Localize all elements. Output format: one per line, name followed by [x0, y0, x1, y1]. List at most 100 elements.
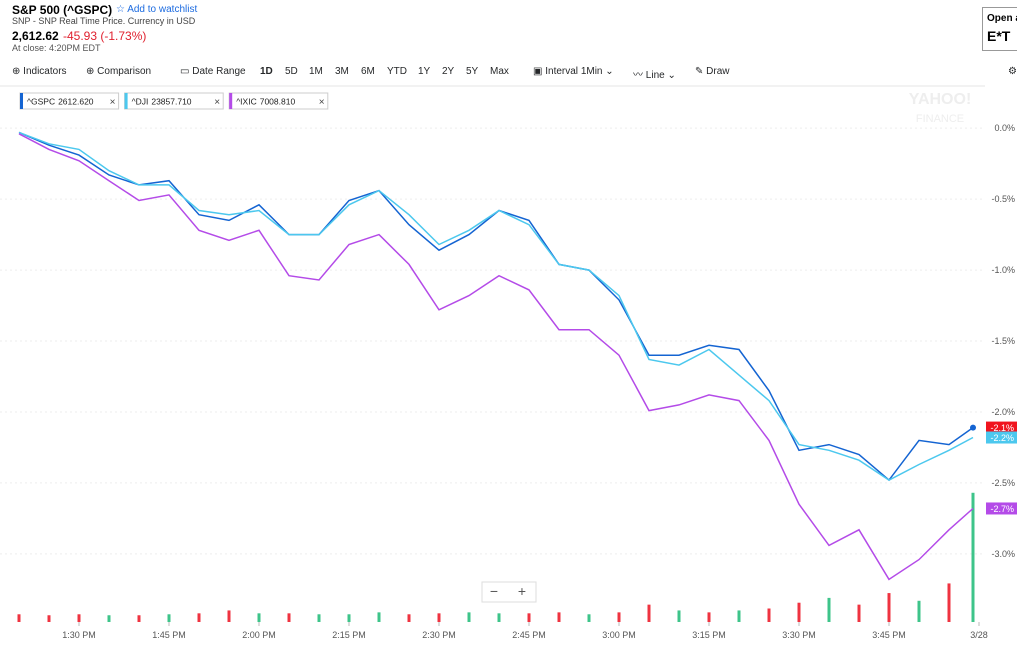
y-tick-label: -1.5% — [991, 336, 1015, 346]
chip-quote: 7008.810 — [260, 97, 296, 107]
line-btn[interactable]: 〰 Line ⌄ — [633, 70, 676, 81]
chip-quote: 2612.620 — [58, 97, 94, 107]
volume-bar — [707, 612, 711, 622]
series-line — [18, 131, 974, 481]
volume-bar — [857, 604, 861, 622]
zoom-out[interactable]: − — [490, 583, 498, 599]
range-btn[interactable]: 6M — [361, 66, 375, 77]
settings-btn[interactable]: ⚙ — [1008, 66, 1017, 77]
volume-bar — [377, 612, 381, 622]
x-tick-label: 1:45 PM — [152, 630, 186, 640]
change: -45.93 (-1.73%) — [63, 29, 147, 43]
end-label: -2.7% — [990, 504, 1014, 514]
x-tick-label: 3:00 PM — [602, 630, 636, 640]
btn-text[interactable]: Date Range — [192, 66, 246, 77]
volume-bar — [347, 614, 351, 622]
comparison-btn[interactable]: ⊕ Comparison — [86, 66, 152, 77]
chip-name: ^IXIC — [236, 97, 257, 107]
draw-btn[interactable]: ✎ Draw — [695, 66, 730, 77]
range-btn[interactable]: 1Y — [418, 66, 431, 77]
y-tick-label: -1.0% — [991, 265, 1015, 275]
volume-bar — [287, 613, 291, 622]
watchlist-text[interactable]: Add to watchlist — [127, 4, 198, 15]
comparison-chip[interactable]: ^GSPC 2612.620 × — [19, 92, 120, 110]
btn-text[interactable]: Interval — [545, 66, 579, 77]
range-btn[interactable]: 1D — [260, 66, 273, 77]
indicators-btn[interactable]: ⊕ Indicators — [12, 66, 67, 77]
volume-bar — [17, 614, 21, 622]
range-btn[interactable]: YTD — [387, 66, 407, 77]
x-tick-label: 2:00 PM — [242, 630, 276, 640]
volume-bar — [77, 614, 81, 622]
chip-quote: 23857.710 — [151, 97, 191, 107]
btn-text[interactable]: Comparison — [97, 66, 152, 77]
range-btn[interactable]: 3M — [335, 66, 349, 77]
chip-name: ^DJI — [132, 97, 149, 107]
end-label-bg — [986, 502, 1017, 515]
x-tick-label: 3:15 PM — [692, 630, 726, 640]
volume-bar — [257, 613, 261, 622]
interval-btn[interactable]: ▣ Interval 1Min ⌄ — [533, 66, 614, 77]
volume-bar — [467, 612, 471, 622]
x-tick-label: 3:45 PM — [872, 630, 906, 640]
volume-bar — [527, 613, 531, 622]
volume-bar — [437, 613, 441, 622]
x-tick-label: 2:30 PM — [422, 630, 456, 640]
range-btn[interactable]: 5Y — [466, 66, 479, 77]
end-label: -2.1% — [990, 423, 1014, 433]
x-tick-label: 3:30 PM — [782, 630, 816, 640]
btn-text[interactable]: Indicators — [23, 66, 67, 77]
btn-text[interactable]: Draw — [706, 66, 730, 77]
watermark: YAHOO! — [909, 91, 972, 108]
close-time: At close: 4:20PM EDT — [12, 43, 101, 53]
volume-bar — [971, 492, 975, 622]
range-btn[interactable]: 1M — [309, 66, 323, 77]
y-tick-label: -3.0% — [991, 549, 1015, 559]
volume-bar — [557, 612, 561, 622]
add-watchlist[interactable]: ☆ Add to watchlist — [116, 4, 198, 15]
volume-bar — [227, 610, 231, 622]
chip-color — [20, 93, 23, 109]
volume-bar — [647, 604, 651, 622]
chip-label: ^IXIC 7008.810 — [236, 97, 295, 107]
comparison-chip[interactable]: ^IXIC 7008.810 × — [228, 92, 329, 110]
volume-bar — [887, 593, 891, 622]
ad-text[interactable]: Open a — [987, 13, 1017, 24]
end-marker — [970, 424, 976, 431]
volume-bar — [47, 615, 51, 622]
y-tick-label: 0.0% — [994, 123, 1015, 133]
ad-logo[interactable]: E*T — [987, 28, 1011, 44]
volume-bar — [407, 614, 411, 622]
chip-close: × — [110, 97, 116, 108]
volume-bar — [827, 597, 831, 622]
ad-box[interactable]: Open a E*T — [982, 7, 1017, 51]
volume-bar — [497, 613, 501, 622]
subtitle: SNP - SNP Real Time Price. Currency in U… — [12, 16, 196, 26]
volume-bar — [947, 583, 951, 622]
volume-bar — [677, 610, 681, 622]
date-range-btn[interactable]: ▭ Date Range — [180, 66, 246, 77]
title: S&P 500 (^GSPC) — [12, 3, 113, 17]
chip-label: ^GSPC 2612.620 — [27, 97, 94, 107]
btn-text[interactable]: Line — [645, 70, 665, 81]
volume-bar — [587, 614, 591, 622]
btn-text[interactable]: 1Min — [580, 66, 603, 77]
chip-label: ^DJI 23857.710 — [132, 97, 192, 107]
volume-bar — [617, 612, 621, 622]
volume-bar — [767, 608, 771, 622]
x-tick-label: 3/28 — [970, 630, 988, 640]
volume-bar — [197, 613, 201, 622]
zoom-in[interactable]: + — [518, 583, 526, 599]
volume-bar — [137, 615, 141, 622]
range-btn[interactable]: 5D — [285, 66, 298, 77]
range-btn[interactable]: Max — [490, 66, 509, 77]
comparison-chip[interactable]: ^DJI 23857.710 × — [124, 92, 224, 110]
volume-bar — [167, 614, 171, 622]
chip-close: × — [214, 97, 220, 108]
range-btn[interactable]: 2Y — [442, 66, 455, 77]
volume-bar — [797, 602, 801, 622]
x-tick-label: 2:15 PM — [332, 630, 366, 640]
x-tick-label: 1:30 PM — [62, 630, 96, 640]
